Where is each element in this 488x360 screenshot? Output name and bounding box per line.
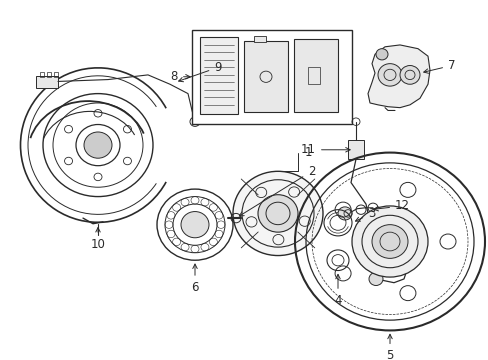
Circle shape [258,195,297,232]
Text: 5: 5 [386,334,393,360]
Circle shape [375,49,387,60]
Circle shape [399,66,419,84]
Polygon shape [367,45,429,108]
Circle shape [368,273,382,285]
Bar [307,67,319,84]
Circle shape [232,171,323,256]
Bar [40,72,44,77]
Circle shape [371,225,407,258]
Bar [244,41,287,112]
Bar [200,37,238,114]
Text: 11: 11 [301,143,349,156]
Circle shape [337,207,351,220]
Bar [36,76,58,88]
Bar [347,140,363,159]
Text: 2: 2 [239,165,315,216]
Circle shape [84,132,112,158]
Text: 8: 8 [170,70,190,83]
Circle shape [377,64,401,86]
Bar [47,72,51,77]
Text: 1: 1 [304,146,311,159]
Bar [293,39,337,112]
Text: 9: 9 [178,61,221,82]
Text: 3: 3 [355,207,375,221]
Text: 10: 10 [90,238,105,251]
Text: 6: 6 [191,264,198,294]
Circle shape [181,212,208,238]
Bar [192,30,351,123]
Bar [54,72,58,77]
Text: 7: 7 [423,59,454,73]
Bar [253,36,265,42]
Text: 12: 12 [373,199,409,212]
Circle shape [351,206,427,277]
Text: 4: 4 [334,274,341,307]
